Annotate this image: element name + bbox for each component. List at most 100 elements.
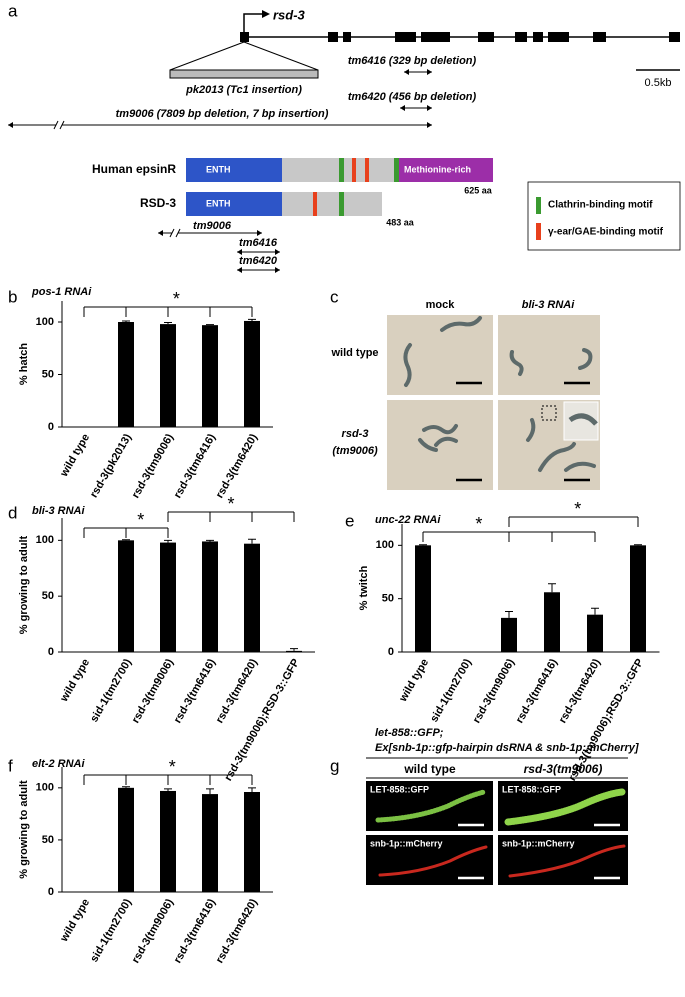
error-bar bbox=[248, 538, 256, 544]
bar bbox=[286, 650, 302, 652]
bar bbox=[202, 794, 218, 892]
panel-title: Ex[snb-1p::gfp-hairpin dsRNA & snb-1p::m… bbox=[375, 742, 639, 754]
panel-label: d bbox=[8, 503, 17, 522]
column-header: wild type bbox=[403, 762, 456, 776]
allele-label: tm6416 (329 bp deletion) bbox=[348, 55, 477, 67]
error-bar bbox=[164, 322, 172, 325]
domain-label: ENTH bbox=[206, 164, 231, 174]
allele-label: tm6416 bbox=[239, 237, 278, 249]
significance-bracket bbox=[83, 527, 169, 538]
x-tick-label: rsd-3(tm6416) bbox=[172, 897, 219, 966]
protein-name: RSD-3 bbox=[140, 196, 176, 210]
allele-label: tm9006 bbox=[193, 220, 232, 232]
bar bbox=[501, 617, 517, 652]
y-axis-label: % hatch bbox=[18, 343, 30, 385]
panel-c: mock bli-3 RNAi wild type rsd-3 (tm9006) bbox=[330, 299, 600, 490]
y-tick-label: 0 bbox=[48, 421, 54, 433]
bar bbox=[160, 324, 176, 427]
x-tick-label: rsd-3(tm9006) bbox=[130, 432, 177, 501]
bar bbox=[202, 325, 218, 427]
bar bbox=[160, 542, 176, 652]
row-label: wild type bbox=[330, 347, 378, 359]
channel-label: LET-858::GFP bbox=[502, 784, 561, 794]
bar bbox=[415, 545, 431, 652]
chart-title: pos-1 RNAi bbox=[31, 286, 92, 298]
x-tick-label: rsd-3(tm6420) bbox=[557, 657, 604, 726]
panel-g: let-858::GFP; Ex[snb-1p::gfp-hairpin dsR… bbox=[366, 727, 639, 885]
significance-bracket bbox=[422, 531, 596, 542]
channel-label: LET-858::GFP bbox=[370, 784, 429, 794]
significance-bracket bbox=[83, 774, 253, 785]
bar bbox=[544, 592, 560, 652]
x-tick-label: rsd-3(tm6416) bbox=[172, 657, 219, 726]
column-header: rsd-3(tm9006) bbox=[524, 762, 603, 776]
bar bbox=[630, 545, 646, 652]
x-tick-label: rsd-3(tm9006) bbox=[130, 657, 177, 726]
y-tick-label: 100 bbox=[376, 539, 394, 551]
y-tick-label: 50 bbox=[42, 368, 54, 380]
y-axis-label: % growing to adult bbox=[18, 535, 30, 634]
domain-label: ENTH bbox=[206, 198, 231, 208]
error-bar bbox=[206, 788, 214, 795]
error-bar bbox=[206, 539, 214, 542]
protein-length: 483 aa bbox=[386, 217, 415, 227]
row-label: rsd-3 bbox=[342, 428, 369, 440]
bar bbox=[587, 614, 603, 652]
bar bbox=[244, 543, 260, 652]
significance-label: * bbox=[137, 510, 144, 530]
significance-bracket bbox=[508, 516, 639, 527]
x-tick-label: wild type bbox=[58, 657, 92, 705]
significance-bracket bbox=[83, 306, 253, 317]
chart-title: bli-3 RNAi bbox=[32, 505, 86, 517]
significance-label: * bbox=[169, 757, 176, 777]
bar bbox=[160, 790, 176, 892]
panel-label: e bbox=[345, 511, 354, 530]
legend-label: γ-ear/GAE-binding motif bbox=[548, 227, 664, 238]
x-tick-label: wild type bbox=[58, 897, 92, 945]
error-bar bbox=[419, 544, 427, 546]
error-bar bbox=[122, 786, 130, 788]
error-bar bbox=[248, 787, 256, 792]
allele-label: tm6420 (456 bp deletion) bbox=[348, 91, 477, 103]
error-bar bbox=[164, 788, 172, 791]
bar bbox=[244, 320, 260, 427]
y-tick-label: 100 bbox=[36, 782, 54, 794]
x-tick-label: wild type bbox=[397, 657, 431, 705]
scale-bar-label: 0.5kb bbox=[645, 77, 672, 89]
protein-length: 625 aa bbox=[464, 185, 493, 195]
domain-label: Methionine-rich bbox=[404, 164, 471, 174]
bar bbox=[118, 322, 134, 427]
channel-label: snb-1p::mCherry bbox=[502, 838, 575, 848]
error-bar bbox=[122, 320, 130, 322]
significance-label: * bbox=[475, 514, 482, 534]
y-tick-label: 50 bbox=[382, 593, 394, 605]
error-bar bbox=[164, 539, 172, 543]
error-bar bbox=[591, 607, 599, 615]
panel-label: b bbox=[8, 287, 17, 306]
chart-title: unc-22 RNAi bbox=[375, 514, 441, 526]
gene-diagram: rsd-3 pk2013 (Tc1 insertion) tm6416 (329… bbox=[8, 7, 680, 130]
allele-label: pk2013 (Tc1 insertion) bbox=[185, 84, 302, 96]
x-tick-label: rsd-3(tm9006);RSD-3::GFP bbox=[566, 657, 646, 783]
column-header: mock bbox=[426, 299, 456, 311]
bar bbox=[118, 540, 134, 652]
error-bar bbox=[290, 648, 298, 651]
x-tick-label: rsd-3(pk2013) bbox=[88, 432, 134, 500]
panel-label: a bbox=[8, 1, 18, 20]
x-tick-label: rsd-3(tm6416) bbox=[514, 657, 561, 726]
x-tick-label: sid-1(tm2700) bbox=[88, 657, 134, 725]
y-tick-label: 0 bbox=[388, 646, 394, 658]
bar bbox=[244, 792, 260, 892]
channel-label: snb-1p::mCherry bbox=[370, 838, 443, 848]
panel-label: g bbox=[330, 756, 339, 775]
y-axis-label: % twitch bbox=[358, 565, 370, 610]
panel-title: let-858::GFP; bbox=[375, 727, 444, 739]
panel-label: c bbox=[330, 287, 339, 306]
significance-bracket bbox=[167, 511, 295, 522]
x-tick-label: wild type bbox=[58, 432, 92, 480]
x-tick-label: rsd-3(tm6420) bbox=[214, 432, 261, 501]
y-tick-label: 0 bbox=[48, 886, 54, 898]
y-tick-label: 100 bbox=[36, 534, 54, 546]
